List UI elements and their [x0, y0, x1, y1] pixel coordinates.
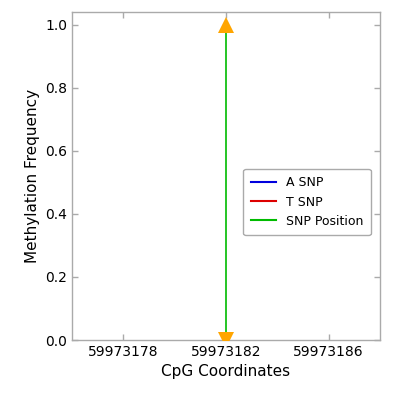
Legend: A SNP, T SNP, SNP Position: A SNP, T SNP, SNP Position [243, 169, 371, 235]
Y-axis label: Methylation Frequency: Methylation Frequency [24, 89, 40, 263]
X-axis label: CpG Coordinates: CpG Coordinates [162, 364, 290, 380]
